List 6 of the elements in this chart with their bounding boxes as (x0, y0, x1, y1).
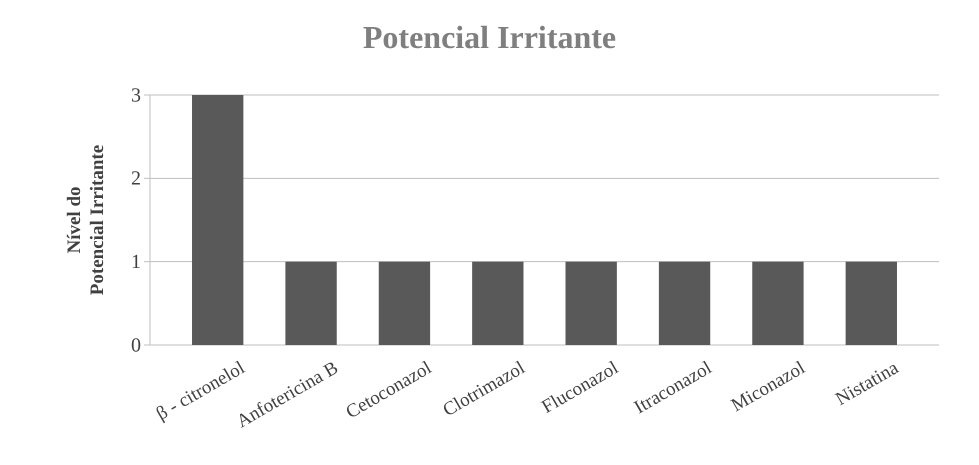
y-tick-label: 1 (131, 251, 141, 274)
y-axis-title: Nível do Potencial Irritante (64, 144, 108, 296)
chart-title: Potencial Irritante (362, 19, 616, 55)
y-tick-label: 0 (131, 334, 141, 356)
y-tick-label: 2 (131, 168, 141, 190)
y-tick-label: 3 (131, 84, 141, 106)
